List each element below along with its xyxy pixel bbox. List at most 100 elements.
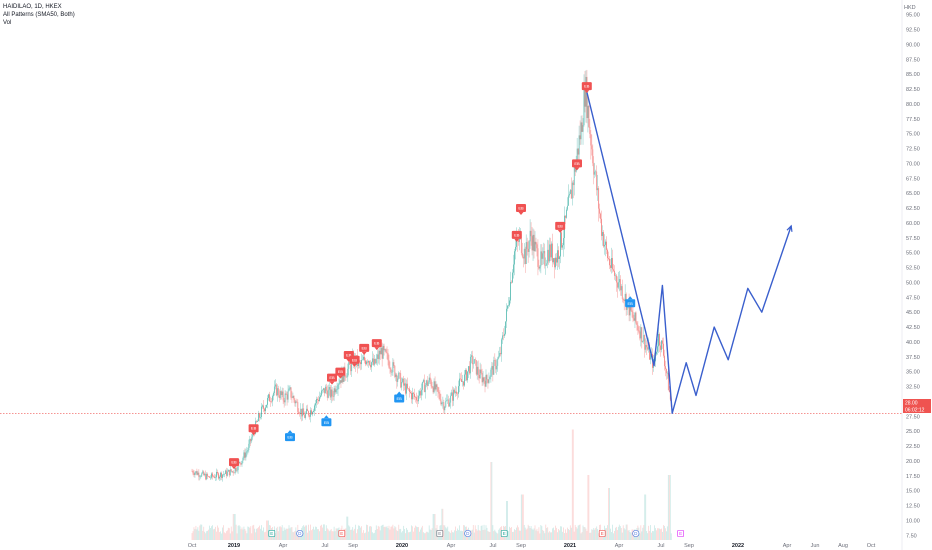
candle-body	[502, 335, 504, 340]
volume-bar	[242, 529, 244, 540]
candle-body	[456, 391, 457, 394]
candle-body	[511, 281, 512, 283]
candle-body	[442, 402, 444, 403]
bearish-pattern-marker: EB	[511, 230, 522, 242]
event-label: E	[503, 531, 506, 536]
candle-body	[279, 391, 281, 399]
volume-bar	[192, 531, 194, 540]
candle-body	[346, 376, 348, 378]
volume-bar	[536, 528, 538, 540]
candle-body	[460, 378, 461, 380]
volume-bar	[359, 525, 360, 540]
candle-body	[323, 388, 325, 394]
legend-indicator[interactable]: All Patterns (SMA50, Both)	[3, 12, 75, 18]
candle-body	[544, 251, 546, 266]
time-axis[interactable]: Oct 2019 Apr Jul Sep 2020 Apr Jul Sep 2021 Apr Jul S…	[188, 543, 876, 549]
currency-label[interactable]: HKD	[904, 5, 916, 11]
bullish-pattern-marker: EB	[625, 296, 636, 308]
candle-body	[485, 374, 487, 387]
candle-body	[494, 360, 496, 361]
candle-body	[569, 189, 571, 194]
volume-bar	[484, 529, 486, 540]
volume-bar	[392, 524, 394, 540]
volume-bar	[403, 525, 405, 540]
candle-body	[277, 388, 279, 396]
candle-body	[428, 377, 430, 383]
candle-body	[286, 394, 288, 400]
pattern-label: EB	[362, 345, 368, 350]
volume-bar	[448, 531, 450, 540]
volume-bar	[223, 532, 225, 540]
volume-bar	[460, 530, 461, 540]
volume-bar	[626, 524, 628, 540]
volume-bar	[235, 524, 237, 540]
bullish-pattern-marker: EB	[285, 430, 295, 442]
volume-bar	[258, 527, 259, 540]
volume-bar	[394, 526, 396, 540]
candle-body	[484, 380, 486, 387]
volume-bar	[555, 525, 556, 540]
candle-body	[664, 366, 666, 369]
volume-bar	[535, 530, 537, 540]
candle-body	[514, 251, 515, 265]
volume-bar	[303, 525, 305, 540]
candle-body	[662, 340, 663, 344]
candle-body	[577, 148, 579, 155]
candle-body	[610, 265, 611, 268]
candle-body	[238, 461, 240, 464]
candle-body	[603, 232, 604, 247]
volume-bar	[643, 525, 645, 540]
candle-body	[262, 405, 263, 407]
pattern-pointer	[337, 375, 343, 379]
candle-body	[553, 258, 554, 263]
volume-bar	[669, 475, 671, 540]
volume-bar	[453, 532, 455, 540]
candle-body	[559, 256, 560, 260]
candle-body	[420, 389, 422, 396]
candle-body	[563, 238, 564, 246]
legend-symbol[interactable]: HAIDILAO, 1D, HKEX	[3, 4, 62, 10]
candle-body	[195, 471, 197, 473]
price-axis[interactable]: 7.50 10.00 12.50 15.00 17.50 20.00 22.50 25.00 2…	[906, 13, 920, 540]
candle-body	[446, 400, 448, 401]
volume-bar	[279, 526, 281, 540]
candle-body	[613, 269, 614, 271]
candle-body	[608, 258, 609, 259]
candle-body	[372, 358, 374, 365]
volume-bar	[629, 531, 631, 540]
candle-body	[313, 410, 314, 413]
candle-body	[229, 469, 231, 476]
candle-body	[247, 450, 249, 452]
candle-body	[226, 471, 228, 476]
candle-body	[646, 344, 648, 348]
volume-bar	[374, 530, 376, 540]
volume-bar	[391, 526, 393, 540]
candle-body	[368, 361, 369, 363]
volume-bar	[507, 501, 508, 540]
candle-body	[590, 134, 592, 146]
pattern-box	[511, 230, 522, 239]
candle-body	[443, 402, 445, 411]
volume-bar	[231, 531, 233, 540]
candle-body	[631, 310, 633, 313]
volume-bar	[286, 528, 288, 540]
candle-body	[218, 473, 219, 479]
legend-volume[interactable]: Vol	[3, 20, 12, 26]
event-label: D	[466, 531, 470, 536]
candle-body	[435, 384, 437, 390]
candle-body	[574, 166, 576, 172]
pattern-box	[359, 343, 370, 352]
candle-body	[562, 245, 563, 248]
volume-bar	[565, 529, 566, 540]
candle-body	[310, 410, 311, 417]
candle-body	[578, 135, 580, 155]
volume-bar	[422, 532, 424, 540]
volume-bar	[219, 532, 220, 540]
volume-bar	[413, 531, 414, 540]
candle-body	[581, 122, 583, 132]
volume-bar	[499, 528, 501, 540]
volume-bar	[647, 533, 649, 540]
volume-bar	[371, 532, 373, 540]
volume-bar	[568, 530, 570, 540]
